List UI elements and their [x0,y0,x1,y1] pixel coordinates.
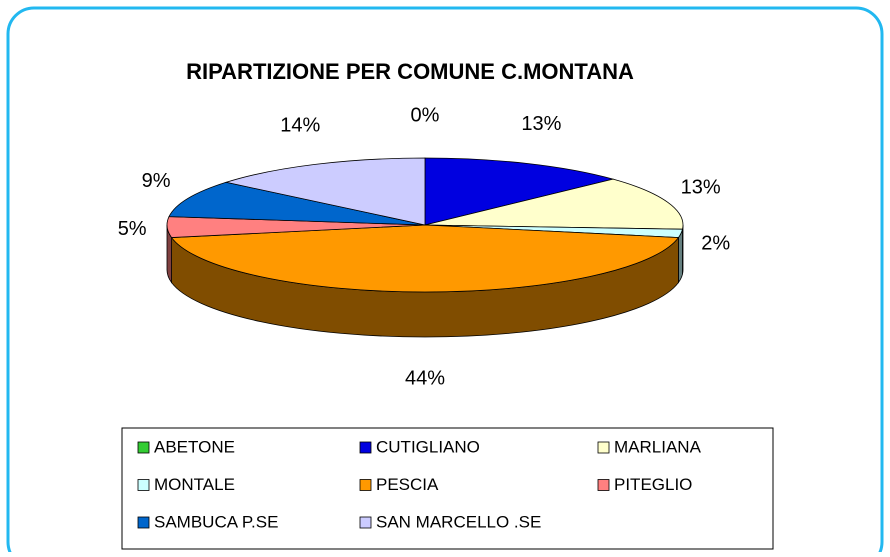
legend-label: MONTALE [154,475,235,494]
data-label: 14% [280,115,320,137]
legend-label: ABETONE [154,437,235,456]
legend-label: PITEGLIO [614,475,692,494]
data-label: 13% [521,113,561,135]
legend-swatch [359,441,372,454]
slice [170,224,680,293]
legend-box [121,427,774,550]
slice [224,157,426,226]
data-label: 0% [411,104,440,126]
legend-label: CUTIGLIANO [376,437,480,456]
legend-swatch [359,479,372,491]
legend-label: SAN MARCELLO .SE [376,512,541,531]
data-label: 13% [681,176,721,198]
legend-swatch [359,516,372,529]
data-label: 2% [701,233,730,255]
legend-label: PESCIA [376,475,439,494]
chart-title: RIPARTIZIONE PER COMUNE C.MONTANA [186,59,634,84]
slice [424,178,684,230]
legend-swatch [137,516,150,529]
legend-swatch [137,479,150,491]
legend-label: SAMBUCA P.SE [154,512,278,531]
legend-label: MARLIANA [614,437,702,456]
slice [168,181,426,226]
legend-swatch [137,441,150,454]
legend-swatch [597,441,610,454]
slice [424,157,615,226]
data-label: 44% [405,367,445,389]
legend-swatch [597,479,610,491]
data-label: 5% [118,218,147,240]
data-label: 9% [142,170,171,192]
